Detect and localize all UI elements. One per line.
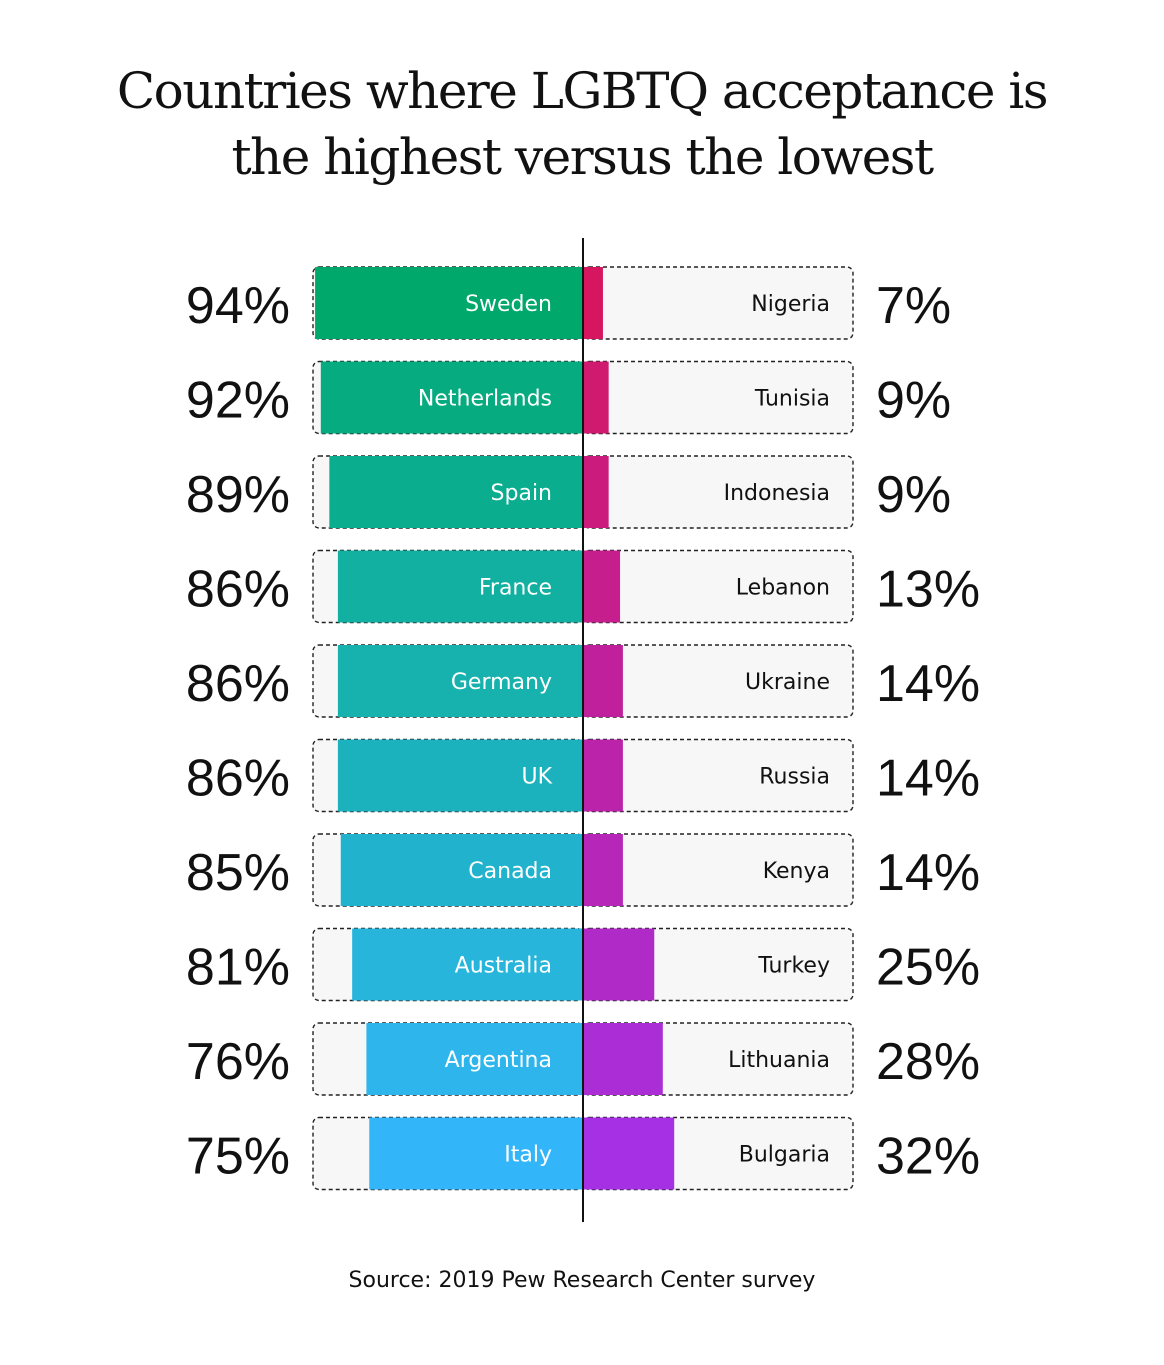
category-label-highest: Italy [504, 1143, 552, 1168]
bar-highest [337, 550, 583, 623]
value-label-lowest: 14% [876, 655, 980, 713]
chart-title-line-1: Countries where LGBTQ acceptance is [116, 62, 1049, 120]
value-label-lowest: 25% [876, 939, 980, 997]
category-label-highest: UK [521, 765, 552, 790]
value-label-lowest: 13% [876, 561, 980, 619]
value-label-highest: 89% [186, 466, 290, 524]
value-label-highest: 86% [186, 655, 290, 713]
category-label-highest: France [479, 576, 552, 601]
category-label-lowest: Turkey [757, 954, 830, 979]
category-label-highest: Argentina [445, 1048, 552, 1073]
value-label-lowest: 9% [876, 372, 951, 430]
category-label-highest: Spain [491, 481, 552, 506]
category-label-lowest: Indonesia [724, 481, 830, 506]
bar-highest [352, 928, 583, 1001]
category-label-lowest: Tunisia [754, 387, 830, 412]
value-label-lowest: 7% [876, 277, 951, 335]
chart-title-line-2: the highest versus the lowest [231, 128, 934, 186]
value-label-lowest: 9% [876, 466, 951, 524]
chart-title: Countries where LGBTQ acceptance is the … [0, 58, 1164, 190]
category-label-lowest: Nigeria [751, 292, 830, 317]
bar-lowest [583, 267, 603, 339]
value-label-lowest: 32% [876, 1128, 980, 1186]
bar-lowest [583, 361, 609, 434]
bar-lowest [583, 928, 655, 1001]
bar-highest [337, 645, 583, 717]
bar-lowest [583, 1023, 663, 1095]
category-label-highest: Sweden [465, 292, 552, 317]
bar-lowest [583, 550, 621, 623]
bar-lowest [583, 645, 623, 717]
category-label-lowest: Lithuania [728, 1048, 830, 1073]
value-label-highest: 92% [186, 372, 290, 430]
bar-highest [366, 1023, 583, 1095]
category-label-lowest: Ukraine [745, 670, 830, 695]
value-label-highest: 85% [186, 844, 290, 902]
bar-lowest [583, 739, 623, 812]
chart-source: Source: 2019 Pew Research Center survey [348, 1268, 816, 1293]
bar-highest [320, 361, 583, 434]
bar-highest [337, 739, 583, 812]
value-label-highest: 86% [186, 750, 290, 808]
value-label-highest: 86% [186, 561, 290, 619]
category-label-highest: Canada [468, 859, 552, 884]
category-label-highest: Netherlands [418, 387, 552, 412]
value-label-lowest: 14% [876, 750, 980, 808]
value-label-lowest: 14% [876, 844, 980, 902]
bar-highest [315, 267, 583, 339]
category-label-lowest: Bulgaria [739, 1143, 830, 1168]
value-label-highest: 76% [186, 1033, 290, 1091]
value-label-highest: 94% [186, 277, 290, 335]
category-label-highest: Germany [451, 670, 552, 695]
bar-highest [340, 834, 583, 906]
value-label-lowest: 28% [876, 1033, 980, 1091]
bar-highest [369, 1117, 583, 1190]
value-label-highest: 75% [186, 1128, 290, 1186]
category-label-lowest: Russia [759, 765, 830, 790]
value-label-highest: 81% [186, 939, 290, 997]
category-label-highest: Australia [455, 954, 552, 979]
bar-highest [329, 456, 583, 528]
category-label-lowest: Kenya [763, 859, 830, 884]
bar-lowest [583, 1117, 675, 1190]
bar-lowest [583, 456, 609, 528]
category-label-lowest: Lebanon [736, 576, 830, 601]
bar-lowest [583, 834, 623, 906]
